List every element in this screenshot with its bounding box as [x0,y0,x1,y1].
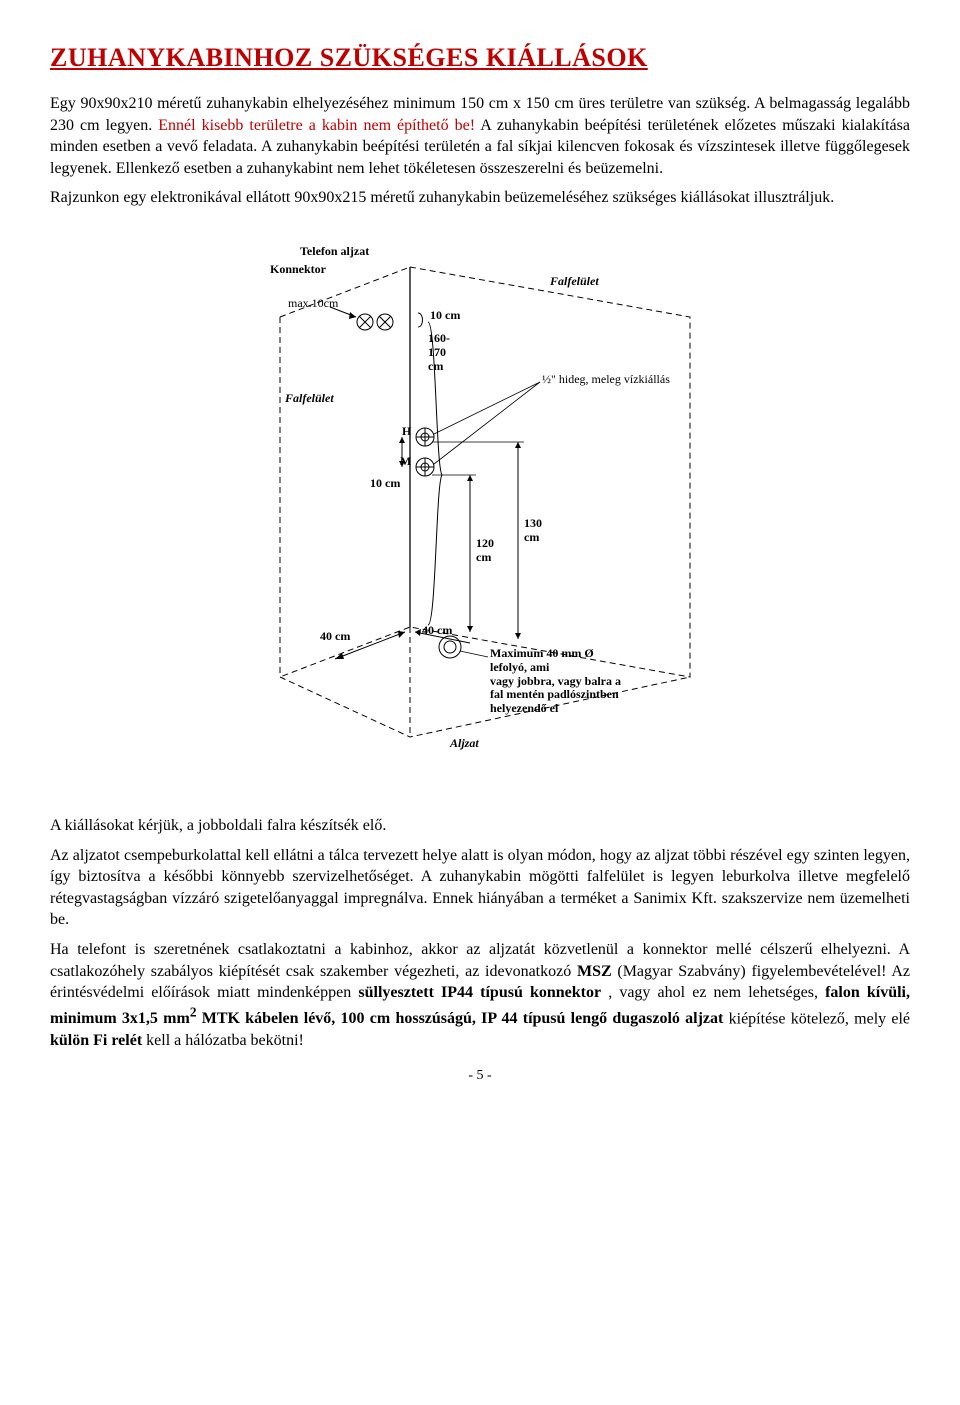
paragraph-1: Egy 90x90x210 méretű zuhanykabin elhelye… [50,93,910,179]
diagram-svg [170,227,790,787]
label-vizkiallas: ½" hideg, meleg vízkiállás [542,373,670,387]
page-number: - 5 - [50,1067,910,1086]
label-drain: Maximum 40 mm Ø lefolyó, ami vagy jobbra… [490,647,660,716]
label-10cm-b: 10 cm [370,477,400,491]
page-title: ZUHANYKABINHOZ SZÜKSÉGES KIÁLLÁSOK [50,40,910,75]
label-konnektor: Konnektor [270,263,326,277]
p5-j: kell a hálózatba bekötni! [146,1032,304,1049]
paragraph-2: Rajzunkon egy elektronikával ellátott 90… [50,187,910,209]
label-falfelulet-left: Falfelület [285,392,334,406]
label-160cm: 160- 170 cm [428,332,468,373]
p5-h: kiépítése kötelező, mely elé [729,1010,910,1027]
label-10cm: 10 cm [430,309,460,323]
paragraph-3: A kiállásokat kérjük, a jobboldali falra… [50,815,910,837]
para1-warning: Ennél kisebb területre a kabin nem építh… [158,117,475,134]
p5-msz: MSZ [577,963,612,980]
paragraph-5: Ha telefont is szeretnének csatlakoztatn… [50,939,910,1051]
label-h: H [402,425,411,439]
label-40cm-a: 40 cm [320,630,350,644]
label-130cm: 130 cm [524,517,542,545]
label-aljzat: Aljzat [450,737,479,751]
label-falfelulet-right: Falfelület [550,275,599,289]
label-m: M [400,455,411,469]
p5-i: külön Fi relét [50,1032,142,1049]
label-120cm: 120 cm [476,537,494,565]
label-telefon: Telefon aljzat [300,245,369,259]
p5-d: süllyesztett IP44 típusú konnektor [358,984,601,1001]
label-40cm-b: 40 cm [422,624,452,638]
installation-diagram: Telefon aljzat Konnektor Falfelület Falf… [170,227,790,787]
p5-e: , vagy ahol ez nem lehetséges, [608,984,825,1001]
paragraph-4: Az aljzatot csempeburkolattal kell ellát… [50,845,910,931]
label-max10: max.10cm [288,297,338,311]
